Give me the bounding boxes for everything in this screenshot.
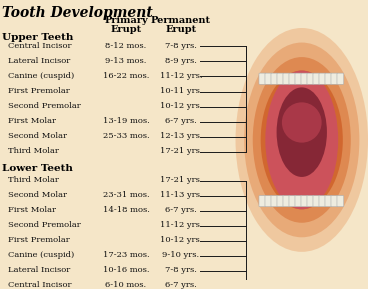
Text: First Premolar: First Premolar bbox=[8, 87, 70, 95]
FancyBboxPatch shape bbox=[325, 195, 332, 207]
FancyBboxPatch shape bbox=[271, 73, 278, 84]
FancyBboxPatch shape bbox=[277, 73, 284, 84]
Text: 6-10 mos.: 6-10 mos. bbox=[106, 281, 146, 289]
Text: 12-13 yrs.: 12-13 yrs. bbox=[160, 132, 202, 140]
Text: 17-23 mos.: 17-23 mos. bbox=[103, 251, 149, 259]
Ellipse shape bbox=[265, 71, 338, 209]
Text: 16-22 mos.: 16-22 mos. bbox=[103, 72, 149, 80]
FancyBboxPatch shape bbox=[283, 195, 290, 207]
Text: 11-13 yrs.: 11-13 yrs. bbox=[160, 191, 202, 199]
FancyBboxPatch shape bbox=[307, 195, 314, 207]
Text: Lateral Incisor: Lateral Incisor bbox=[8, 57, 70, 65]
Text: 11-12 yrs.: 11-12 yrs. bbox=[160, 72, 202, 80]
Text: 6-7 yrs.: 6-7 yrs. bbox=[165, 281, 197, 289]
Ellipse shape bbox=[261, 71, 343, 209]
FancyBboxPatch shape bbox=[313, 73, 320, 84]
Text: Erupt: Erupt bbox=[110, 25, 142, 34]
Text: Tooth Development: Tooth Development bbox=[2, 6, 153, 20]
Text: Upper Teeth: Upper Teeth bbox=[2, 33, 73, 42]
Text: Second Premolar: Second Premolar bbox=[8, 221, 81, 229]
Text: 6-7 yrs.: 6-7 yrs. bbox=[165, 117, 197, 125]
Text: Second Molar: Second Molar bbox=[8, 191, 67, 199]
Text: Central Incisor: Central Incisor bbox=[8, 281, 71, 289]
Text: First Molar: First Molar bbox=[8, 206, 56, 214]
Ellipse shape bbox=[244, 42, 360, 237]
FancyBboxPatch shape bbox=[259, 195, 266, 207]
FancyBboxPatch shape bbox=[295, 195, 302, 207]
Text: Canine (cuspid): Canine (cuspid) bbox=[8, 72, 74, 80]
FancyBboxPatch shape bbox=[301, 195, 308, 207]
FancyBboxPatch shape bbox=[301, 73, 308, 84]
Text: 6-7 yrs.: 6-7 yrs. bbox=[165, 206, 197, 214]
Text: Central Incisor: Central Incisor bbox=[8, 42, 71, 50]
Ellipse shape bbox=[277, 87, 327, 177]
FancyBboxPatch shape bbox=[337, 195, 344, 207]
FancyBboxPatch shape bbox=[319, 73, 326, 84]
Text: Second Molar: Second Molar bbox=[8, 132, 67, 140]
Text: 8-12 mos.: 8-12 mos. bbox=[105, 42, 146, 50]
Text: 11-12 yrs.: 11-12 yrs. bbox=[160, 221, 202, 229]
FancyBboxPatch shape bbox=[289, 195, 296, 207]
Ellipse shape bbox=[282, 102, 322, 143]
Text: 10-16 mos.: 10-16 mos. bbox=[103, 266, 149, 274]
FancyBboxPatch shape bbox=[265, 195, 272, 207]
FancyBboxPatch shape bbox=[265, 73, 272, 84]
Text: Second Premolar: Second Premolar bbox=[8, 102, 81, 110]
Text: Third Molar: Third Molar bbox=[8, 147, 59, 155]
Text: Lateral Incisor: Lateral Incisor bbox=[8, 266, 70, 274]
FancyBboxPatch shape bbox=[277, 195, 284, 207]
Text: First Premolar: First Premolar bbox=[8, 236, 70, 244]
FancyBboxPatch shape bbox=[283, 73, 290, 84]
Text: Canine (cuspid): Canine (cuspid) bbox=[8, 251, 74, 259]
Text: Permanent: Permanent bbox=[151, 16, 211, 25]
FancyBboxPatch shape bbox=[259, 73, 266, 84]
FancyBboxPatch shape bbox=[307, 73, 314, 84]
Text: 10-11 yrs.: 10-11 yrs. bbox=[160, 87, 202, 95]
Text: 17-21 yrs.: 17-21 yrs. bbox=[160, 176, 202, 184]
Text: 9-13 mos.: 9-13 mos. bbox=[105, 57, 147, 65]
Text: 10-12 yrs.: 10-12 yrs. bbox=[160, 236, 202, 244]
FancyBboxPatch shape bbox=[289, 73, 296, 84]
Text: 10-12 yrs.: 10-12 yrs. bbox=[160, 102, 202, 110]
Text: 14-18 mos.: 14-18 mos. bbox=[103, 206, 149, 214]
Ellipse shape bbox=[236, 28, 368, 252]
Text: 25-33 mos.: 25-33 mos. bbox=[103, 132, 149, 140]
FancyBboxPatch shape bbox=[319, 195, 326, 207]
Text: 8-9 yrs.: 8-9 yrs. bbox=[165, 57, 197, 65]
Text: 7-8 yrs.: 7-8 yrs. bbox=[165, 42, 197, 50]
Ellipse shape bbox=[253, 57, 351, 223]
FancyBboxPatch shape bbox=[295, 73, 302, 84]
Text: 9-10 yrs.: 9-10 yrs. bbox=[162, 251, 199, 259]
FancyBboxPatch shape bbox=[337, 73, 344, 84]
Text: First Molar: First Molar bbox=[8, 117, 56, 125]
FancyBboxPatch shape bbox=[325, 73, 332, 84]
Text: Erupt: Erupt bbox=[166, 25, 197, 34]
Text: 23-31 mos.: 23-31 mos. bbox=[103, 191, 149, 199]
FancyBboxPatch shape bbox=[271, 195, 278, 207]
Text: Primary: Primary bbox=[104, 16, 148, 25]
FancyBboxPatch shape bbox=[331, 73, 338, 84]
Text: 7-8 yrs.: 7-8 yrs. bbox=[165, 266, 197, 274]
Text: 17-21 yrs.: 17-21 yrs. bbox=[160, 147, 202, 155]
Text: Lower Teeth: Lower Teeth bbox=[2, 164, 73, 173]
Text: Third Molar: Third Molar bbox=[8, 176, 59, 184]
FancyBboxPatch shape bbox=[313, 195, 320, 207]
FancyBboxPatch shape bbox=[331, 195, 338, 207]
Text: 13-19 mos.: 13-19 mos. bbox=[103, 117, 149, 125]
